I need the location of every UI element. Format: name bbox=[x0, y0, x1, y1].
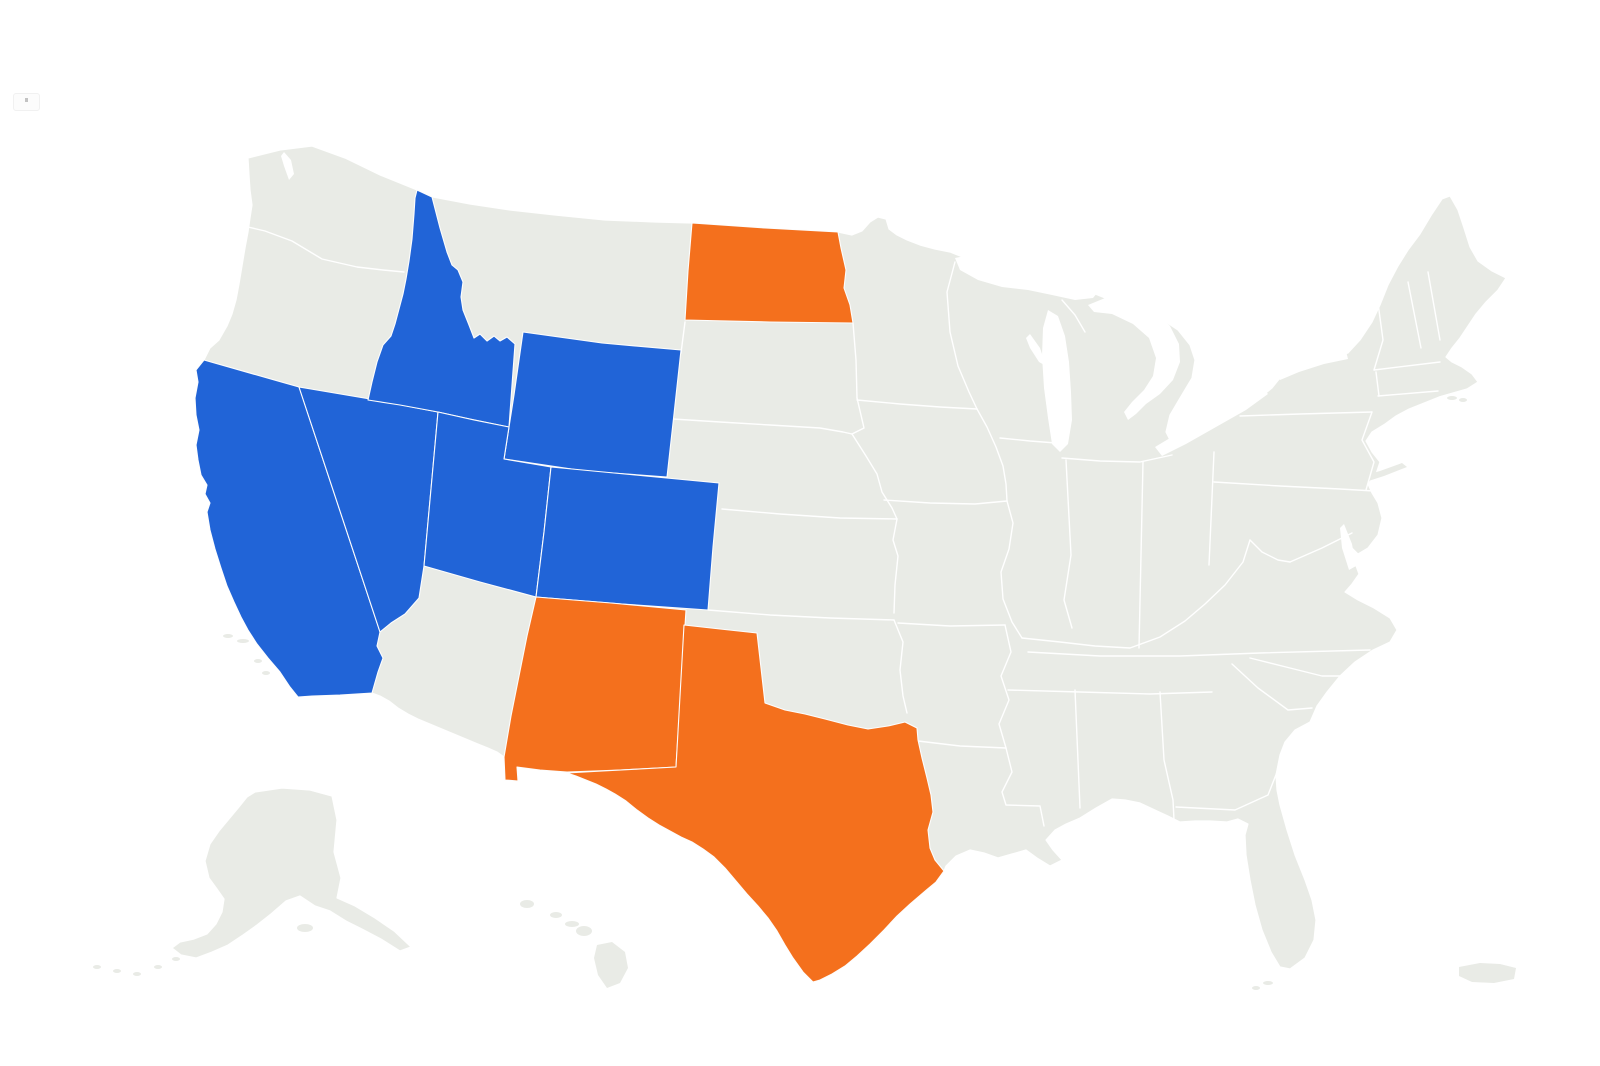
state-idaho[interactable] bbox=[367, 189, 516, 428]
long-island-shape bbox=[1352, 463, 1407, 485]
florida-keys bbox=[1252, 981, 1273, 990]
highlighted-states bbox=[194, 189, 945, 983]
state-colorado[interactable] bbox=[535, 466, 720, 611]
state-texas[interactable] bbox=[566, 624, 945, 983]
water-features bbox=[281, 152, 1356, 570]
state-new-mexico[interactable] bbox=[503, 596, 687, 782]
puget-sound bbox=[281, 152, 294, 180]
state-wyoming[interactable] bbox=[503, 331, 682, 478]
chesapeake-bay bbox=[1340, 524, 1356, 570]
coastal-islet bbox=[1459, 398, 1467, 402]
lake-superior bbox=[955, 250, 1102, 300]
lake-ontario bbox=[1276, 351, 1348, 380]
lake-erie bbox=[1155, 387, 1268, 456]
state-borders bbox=[247, 226, 1441, 827]
state-california[interactable] bbox=[194, 359, 384, 698]
placeholder-speck bbox=[25, 98, 28, 102]
state-hawaii[interactable] bbox=[520, 900, 628, 988]
placeholder-artifact bbox=[13, 93, 40, 111]
coastal-islet bbox=[1447, 396, 1457, 400]
lake-michigan bbox=[1042, 310, 1072, 452]
lake-huron bbox=[1088, 296, 1180, 420]
aleutian-islands bbox=[93, 924, 313, 976]
state-north-dakota[interactable] bbox=[684, 222, 854, 324]
state-alaska[interactable] bbox=[171, 787, 412, 959]
channel-islands bbox=[223, 634, 270, 675]
territory-puerto-rico[interactable] bbox=[1459, 963, 1516, 983]
green-bay bbox=[1026, 334, 1046, 366]
